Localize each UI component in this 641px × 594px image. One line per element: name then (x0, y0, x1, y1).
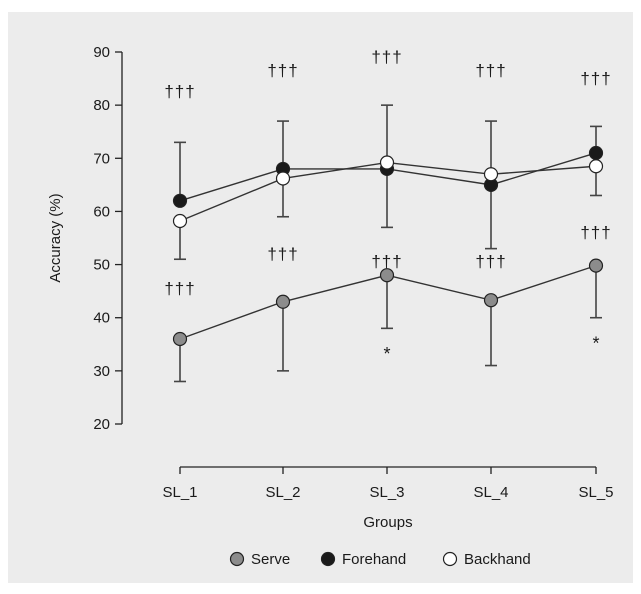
significance-dagger: ††† (371, 48, 402, 67)
x-tick-label: SL_4 (473, 484, 508, 501)
y-tick-label: 50 (93, 257, 110, 274)
x-tick-label: SL_2 (265, 484, 300, 501)
chart-background (8, 12, 633, 583)
data-point-backhand (172, 213, 188, 229)
data-point-backhand (483, 167, 499, 182)
y-tick-label: 20 (93, 416, 110, 433)
x-axis-title: Groups (363, 514, 412, 531)
legend-label-forehand: Forehand (342, 551, 406, 568)
legend-marker-serve (229, 551, 245, 567)
significance-dagger: ††† (267, 244, 298, 263)
data-point-forehand (588, 145, 604, 161)
y-tick-label: 90 (93, 44, 110, 61)
y-tick-label: 30 (93, 363, 110, 380)
y-tick-label: 40 (93, 310, 110, 327)
data-point-serve (588, 258, 604, 273)
data-point-backhand (275, 171, 291, 186)
significance-dagger: ††† (475, 61, 506, 80)
significance-dagger: ††† (580, 69, 611, 88)
significance-dagger: ††† (371, 252, 402, 271)
significance-star: * (592, 334, 599, 354)
significance-dagger: ††† (164, 82, 195, 101)
legend-marker-backhand (442, 551, 458, 567)
data-point-serve (379, 268, 395, 283)
significance-dagger: ††† (267, 61, 298, 80)
significance-dagger: ††† (164, 279, 195, 298)
significance-star: * (383, 344, 390, 364)
data-point-forehand (172, 193, 188, 208)
y-tick-label: 60 (93, 203, 110, 220)
data-point-serve (275, 294, 291, 309)
significance-dagger: ††† (580, 223, 611, 242)
data-point-backhand (588, 159, 604, 174)
x-tick-label: SL_5 (578, 484, 613, 501)
x-tick-label: SL_3 (369, 484, 404, 501)
y-tick-label: 80 (93, 97, 110, 114)
legend-label-backhand: Backhand (464, 551, 531, 568)
y-tick-label: 70 (93, 150, 110, 167)
legend-marker-forehand (320, 551, 336, 567)
x-tick-label: SL_1 (162, 484, 197, 501)
data-point-serve (172, 331, 188, 347)
data-point-backhand (379, 155, 395, 170)
legend-label-serve: Serve (251, 551, 290, 568)
significance-dagger: ††† (475, 252, 506, 271)
y-axis-title: Accuracy (%) (47, 193, 64, 282)
data-point-serve (483, 293, 499, 308)
